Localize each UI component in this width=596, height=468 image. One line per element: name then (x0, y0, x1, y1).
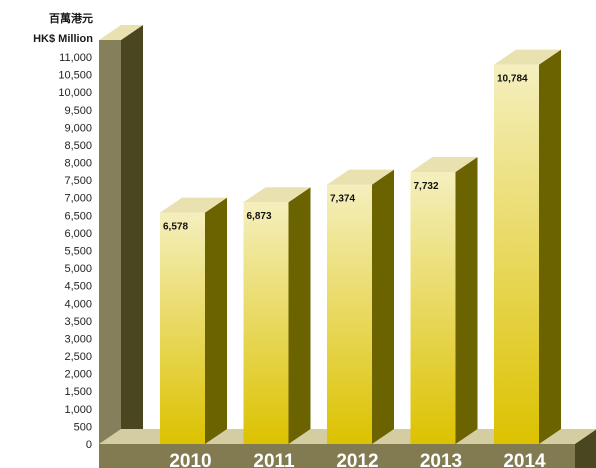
bar-top (243, 187, 311, 203)
y-tick-label: 9,500 (64, 105, 92, 117)
y-tick-label: 2,500 (64, 351, 92, 363)
y-tick-label: 4,500 (64, 281, 92, 293)
bar-side (372, 169, 394, 444)
data-label: 6,873 (247, 211, 272, 222)
y-tick-label: 7,500 (64, 175, 92, 187)
unit-label-chinese: 百萬港元 (49, 11, 93, 25)
y-tick-label: 1,500 (64, 386, 92, 398)
bar (243, 202, 289, 444)
y-tick-label: 8,000 (64, 158, 92, 170)
x-tick-label: 2013 (420, 451, 462, 468)
data-label: 7,374 (330, 194, 355, 205)
y-tick-label: 3,000 (64, 333, 92, 345)
y-tick-label: 10,000 (58, 87, 92, 99)
y-axis-wall-top (99, 25, 143, 40)
y-tick-label: 11,000 (59, 52, 92, 64)
bars-group (160, 49, 561, 444)
floor-side (575, 429, 596, 468)
bar-side (205, 197, 227, 444)
y-axis-wall-side (121, 25, 143, 444)
y-tick-label: 4,000 (64, 298, 92, 310)
data-label: 10,784 (497, 74, 528, 85)
bar-top (160, 197, 227, 213)
bar (160, 212, 205, 444)
y-tick-label: 9,000 (64, 122, 92, 134)
data-label: 6,578 (163, 222, 188, 233)
y-tick-label: 8,500 (64, 140, 92, 152)
bar-top (494, 49, 561, 65)
y-tick-label: 6,500 (64, 210, 92, 222)
y-tick-label: 5,500 (64, 246, 92, 258)
unit-label-english: HK$ Million (33, 33, 93, 45)
y-axis-wall (99, 25, 143, 444)
y-tick-label: 0 (86, 439, 92, 451)
x-tick-label: 2011 (253, 451, 295, 468)
y-axis-wall-front (99, 40, 121, 444)
bar (410, 171, 456, 444)
bar (327, 184, 372, 444)
y-tick-label: 5,000 (64, 263, 92, 275)
bar-top (410, 156, 478, 172)
y-tick-label: 3,500 (64, 316, 92, 328)
data-labels: 6,578 6,873 7,374 7,732 10,784 (163, 74, 528, 233)
floor-front (99, 444, 575, 468)
bar-side (455, 156, 478, 444)
bar (494, 64, 539, 444)
y-tick-labels: 0 500 1,000 1,500 2,000 2,500 3,000 3,500 4,000 4… (58, 52, 92, 451)
x-tick-label: 2014 (503, 451, 546, 468)
bar-top (327, 169, 394, 185)
x-tick-label: 2012 (336, 451, 378, 468)
y-tick-label: 7,000 (64, 193, 92, 205)
y-tick-label: 6,000 (64, 228, 92, 240)
data-label: 7,732 (414, 181, 439, 192)
x-tick-label: 2010 (169, 451, 211, 468)
y-tick-label: 1,000 (64, 404, 92, 416)
bar-side (288, 187, 311, 444)
y-tick-label: 2,000 (64, 369, 92, 381)
y-tick-label: 500 (74, 421, 92, 433)
bar-side (539, 49, 561, 444)
y-tick-label: 10,500 (58, 70, 92, 82)
category-labels: 2010 2011 2012 2013 2014 (169, 451, 546, 468)
